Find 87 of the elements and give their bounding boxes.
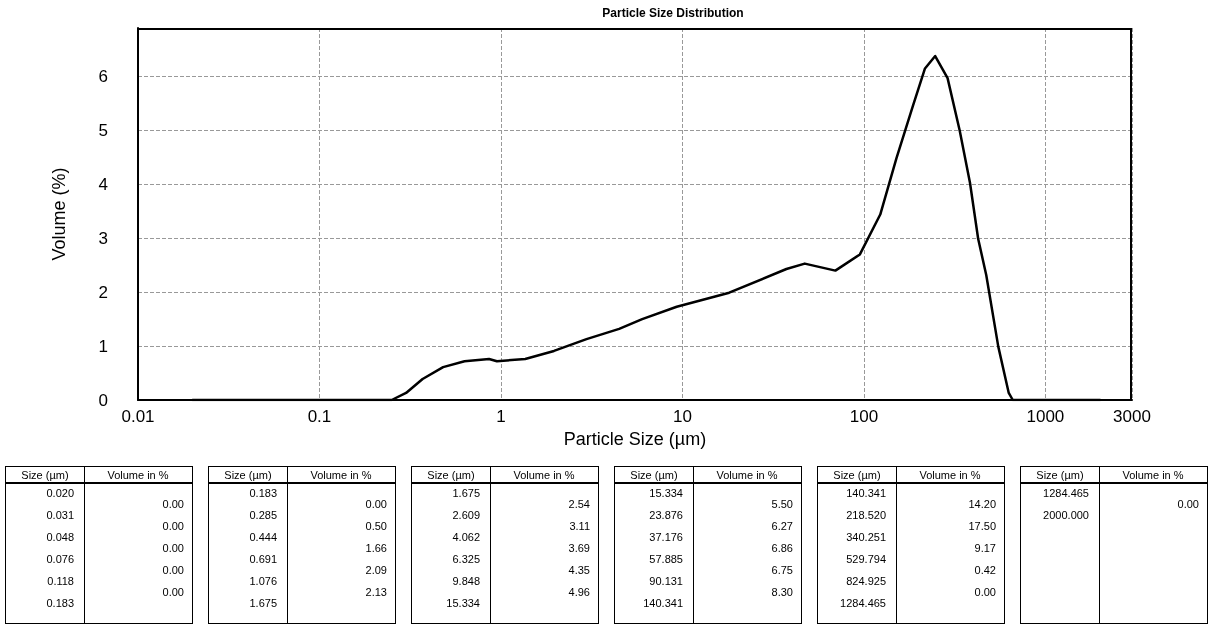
- text: 14.20: [968, 498, 996, 510]
- text: Size (µm): [209, 467, 287, 483]
- x-tick-label: 0.1: [307, 407, 332, 426]
- category-label: 0.691: [249, 552, 277, 567]
- text: 17.50: [968, 520, 996, 532]
- text: 0.50: [365, 520, 387, 532]
- text: Size (µm): [1021, 467, 1099, 483]
- text: 4.96: [568, 586, 590, 598]
- y-tick-label: 5: [98, 120, 108, 140]
- text: 0.00: [1177, 498, 1199, 510]
- text: 9.17: [974, 542, 996, 554]
- category-label: 90.131: [649, 574, 683, 589]
- category-label: 4.062: [452, 530, 480, 545]
- text: 4.35: [568, 564, 590, 576]
- text: Size (µm): [412, 467, 490, 483]
- category-label: 57.885: [649, 552, 683, 567]
- category-label: 0.285: [249, 508, 277, 523]
- text: Volume in %: [1099, 467, 1207, 483]
- text: 2.09: [365, 564, 387, 576]
- text: 0.42: [974, 564, 996, 576]
- text: 3.11: [569, 520, 590, 532]
- text: 8.30: [771, 586, 793, 598]
- y-tick-label: 0: [98, 390, 108, 410]
- y-tick-label: 6: [98, 67, 108, 87]
- text: 6.75: [771, 564, 793, 576]
- category-label: 529.794: [846, 552, 886, 567]
- x-tick-label: 3000: [1113, 407, 1151, 426]
- text: Volume in %: [287, 467, 395, 483]
- text: 0.00: [974, 586, 996, 598]
- text: Volume in %: [896, 467, 1004, 483]
- category-label: 9.848: [452, 574, 480, 589]
- category-label: 1.076: [249, 574, 277, 589]
- y-tick-label: 2: [98, 282, 108, 302]
- text: 1.66: [365, 542, 387, 554]
- category-label: 140.341: [846, 486, 886, 501]
- text: 0.00: [365, 498, 387, 510]
- text: Volume in %: [490, 467, 598, 483]
- text: Volume in %: [84, 467, 192, 483]
- category-label: 1284.465: [1043, 486, 1089, 501]
- x-axis-title: Particle Size (µm): [563, 429, 707, 449]
- text: 0.00: [162, 498, 184, 510]
- category-label: 0.031: [46, 508, 74, 523]
- category-label: 1.675: [249, 596, 277, 611]
- y-tick-label: 1: [98, 336, 108, 356]
- category-label: 15.334: [446, 596, 480, 611]
- category-label: 2.609: [452, 508, 480, 523]
- category-label: 15.334: [649, 486, 683, 501]
- y-axis-title: Volume (%): [49, 167, 69, 261]
- text: Size (µm): [615, 467, 693, 483]
- x-tick-label: 1000: [1026, 407, 1065, 426]
- text: Size (µm): [6, 467, 84, 483]
- category-label: 0.183: [249, 486, 277, 501]
- text: 2.54: [568, 498, 590, 510]
- category-label: 0.183: [46, 596, 74, 611]
- text: 0.00: [162, 564, 184, 576]
- text: Volume in %: [693, 467, 801, 483]
- category-label: 0.444: [249, 530, 277, 545]
- y-tick-label: 4: [98, 174, 108, 194]
- category-label: 824.925: [846, 574, 886, 589]
- category-label: 1284.465: [840, 596, 886, 611]
- text: 0.00: [162, 542, 184, 554]
- category-label: 6.325: [452, 552, 480, 567]
- category-label: 23.876: [649, 508, 683, 523]
- category-label: 340.251: [846, 530, 886, 545]
- category-label: 37.176: [649, 530, 683, 545]
- category-label: 0.076: [46, 552, 74, 567]
- category-label: 0.020: [46, 486, 74, 501]
- x-tick-label: 10: [672, 407, 692, 426]
- text: 6.27: [771, 520, 793, 532]
- text: 2.13: [365, 586, 387, 598]
- text: 5.50: [771, 498, 793, 510]
- category-label: 0.118: [47, 574, 74, 589]
- x-tick-label: 1: [496, 407, 506, 426]
- y-tick-label: 3: [98, 228, 108, 248]
- text: 0.00: [162, 586, 184, 598]
- text: 0.00: [162, 520, 184, 532]
- text: 6.86: [771, 542, 793, 554]
- text: 3.69: [568, 542, 590, 554]
- x-tick-label: 0.01: [121, 407, 155, 426]
- text: Size (µm): [818, 467, 896, 483]
- chart-title: Particle Size Distribution: [602, 6, 744, 20]
- x-tick-label: 100: [849, 407, 879, 426]
- category-label: 218.520: [846, 508, 886, 523]
- category-label: 1.675: [452, 486, 480, 501]
- category-label: 2000.000: [1043, 508, 1089, 523]
- category-label: 0.048: [46, 530, 74, 545]
- category-label: 140.341: [643, 596, 683, 611]
